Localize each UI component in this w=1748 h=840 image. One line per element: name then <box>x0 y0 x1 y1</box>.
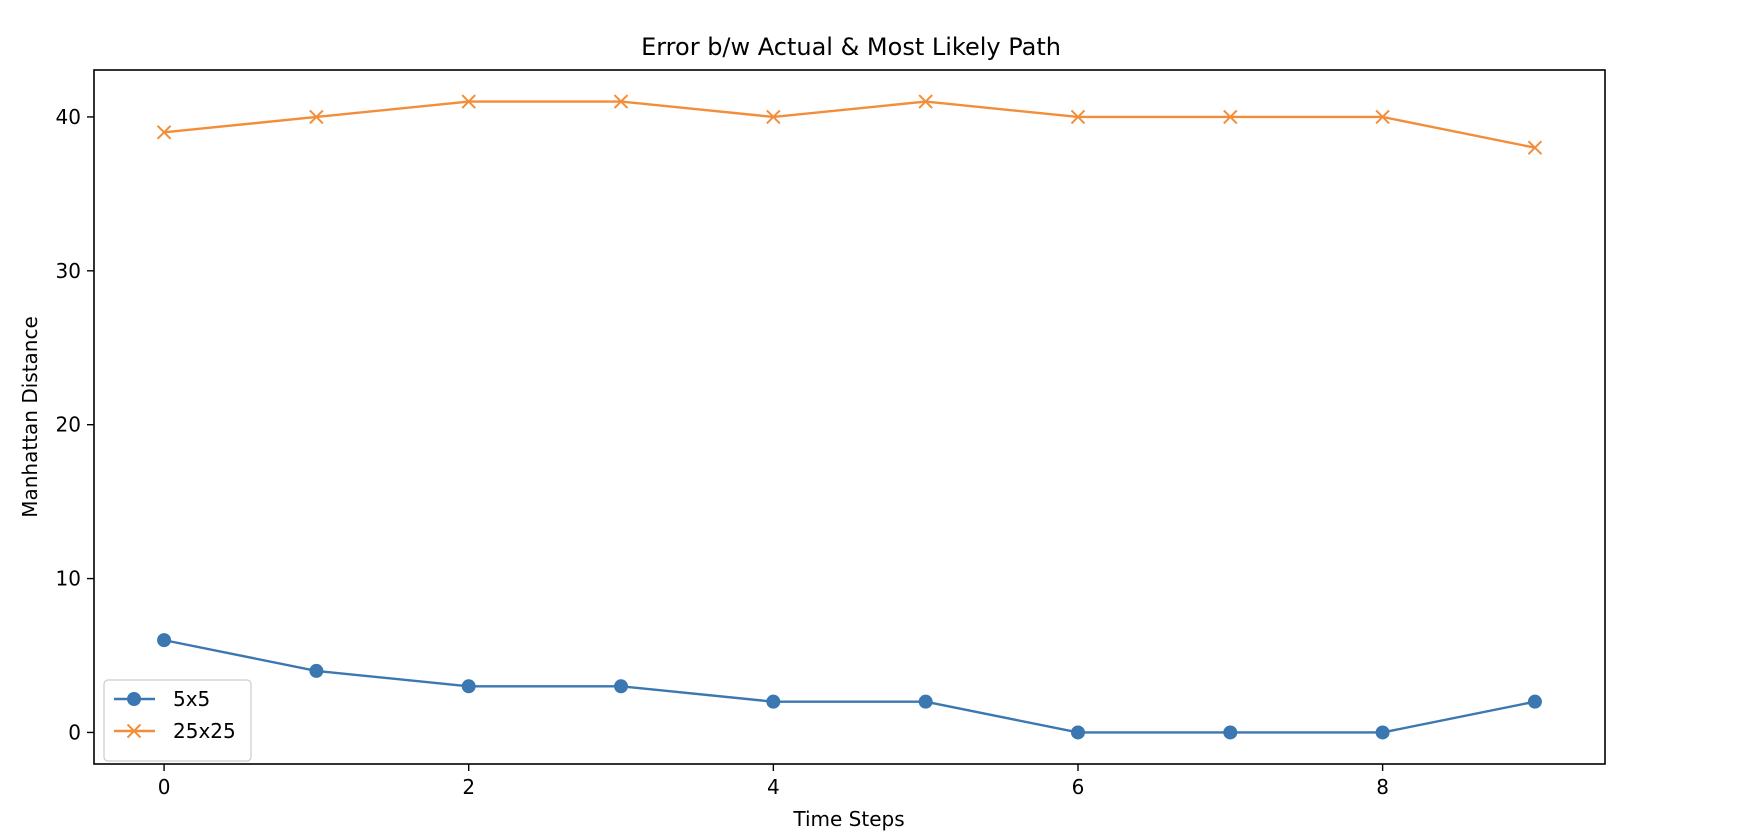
y-axis: 0 10 20 30 40 <box>56 105 94 744</box>
plot-area-frame <box>93 69 1606 765</box>
data-point <box>1223 725 1238 740</box>
x-tick-label: 6 <box>1072 775 1085 799</box>
data-point <box>918 694 933 709</box>
data-point <box>461 679 476 694</box>
x-tick-label: 2 <box>462 775 475 799</box>
y-tick-label: 0 <box>68 720 81 744</box>
series-line <box>163 638 1536 734</box>
data-point <box>918 94 933 109</box>
data-point <box>1527 694 1542 709</box>
x-axis: 0 2 4 6 8 <box>158 764 1389 799</box>
data-point <box>1527 140 1543 155</box>
legend: 5x5 25x25 <box>103 679 252 762</box>
legend-marker <box>127 692 141 706</box>
x-axis-label: Time Steps <box>792 807 904 831</box>
y-axis-label: Manhattan Distance <box>18 316 42 518</box>
data-point <box>309 109 324 125</box>
legend-label: 5x5 <box>173 687 210 711</box>
data-point <box>156 125 172 140</box>
legend-marker <box>126 723 142 739</box>
series-25x25 <box>156 94 1543 155</box>
x-tick-label: 4 <box>767 775 780 799</box>
data-point <box>309 663 324 678</box>
series-5x5 <box>157 633 1542 740</box>
y-tick-label: 40 <box>56 105 81 129</box>
data-point <box>157 633 172 648</box>
data-point <box>766 109 781 125</box>
data-point <box>613 94 629 109</box>
data-point <box>461 94 476 109</box>
chart-title: Error b/w Actual & Most Likely Path <box>641 33 1061 61</box>
data-point <box>1070 725 1085 740</box>
data-point <box>1375 725 1390 740</box>
y-tick-label: 30 <box>56 259 81 283</box>
y-tick-label: 20 <box>56 413 81 437</box>
series-layer <box>156 94 1543 740</box>
legend-label: 25x25 <box>173 719 236 743</box>
series-line <box>163 100 1536 149</box>
data-point <box>1375 109 1390 125</box>
data-point <box>1070 109 1086 125</box>
data-point <box>1223 109 1238 125</box>
data-point <box>614 679 629 694</box>
x-tick-label: 0 <box>158 775 171 799</box>
x-tick-label: 8 <box>1376 775 1389 799</box>
y-tick-label: 10 <box>56 567 81 591</box>
data-point <box>766 694 781 709</box>
